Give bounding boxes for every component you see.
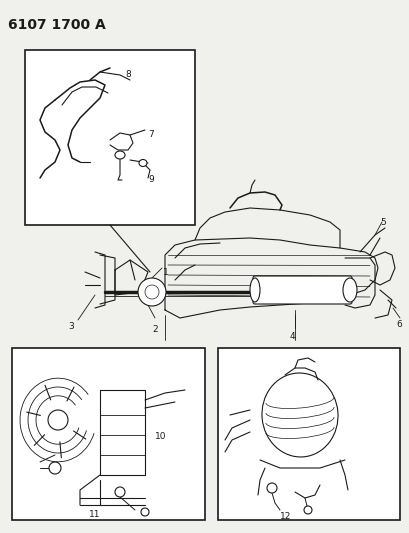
Circle shape bbox=[266, 483, 276, 493]
Text: 5: 5 bbox=[379, 218, 385, 227]
Text: 11: 11 bbox=[89, 510, 101, 519]
Circle shape bbox=[141, 508, 148, 516]
Ellipse shape bbox=[261, 373, 337, 457]
Ellipse shape bbox=[342, 278, 356, 302]
Text: 2: 2 bbox=[152, 325, 157, 334]
Text: 9: 9 bbox=[148, 175, 153, 184]
Bar bbox=[218, 348, 399, 520]
Ellipse shape bbox=[115, 151, 125, 159]
Text: 3: 3 bbox=[68, 322, 74, 331]
Text: 10: 10 bbox=[155, 432, 166, 441]
Text: 6107 1700 A: 6107 1700 A bbox=[8, 18, 106, 32]
Ellipse shape bbox=[249, 278, 259, 302]
Circle shape bbox=[115, 487, 125, 497]
Circle shape bbox=[303, 506, 311, 514]
Text: 4: 4 bbox=[289, 332, 295, 341]
Ellipse shape bbox=[139, 159, 147, 166]
Circle shape bbox=[138, 278, 166, 306]
Bar bbox=[25, 50, 195, 225]
Text: 1: 1 bbox=[163, 268, 169, 277]
Text: 12: 12 bbox=[279, 512, 291, 521]
Circle shape bbox=[48, 410, 68, 430]
Bar bbox=[12, 348, 204, 520]
Text: 8: 8 bbox=[125, 70, 130, 79]
FancyBboxPatch shape bbox=[252, 276, 351, 304]
Text: 7: 7 bbox=[148, 130, 153, 139]
Circle shape bbox=[49, 462, 61, 474]
Circle shape bbox=[145, 285, 159, 299]
Text: 6: 6 bbox=[395, 320, 401, 329]
